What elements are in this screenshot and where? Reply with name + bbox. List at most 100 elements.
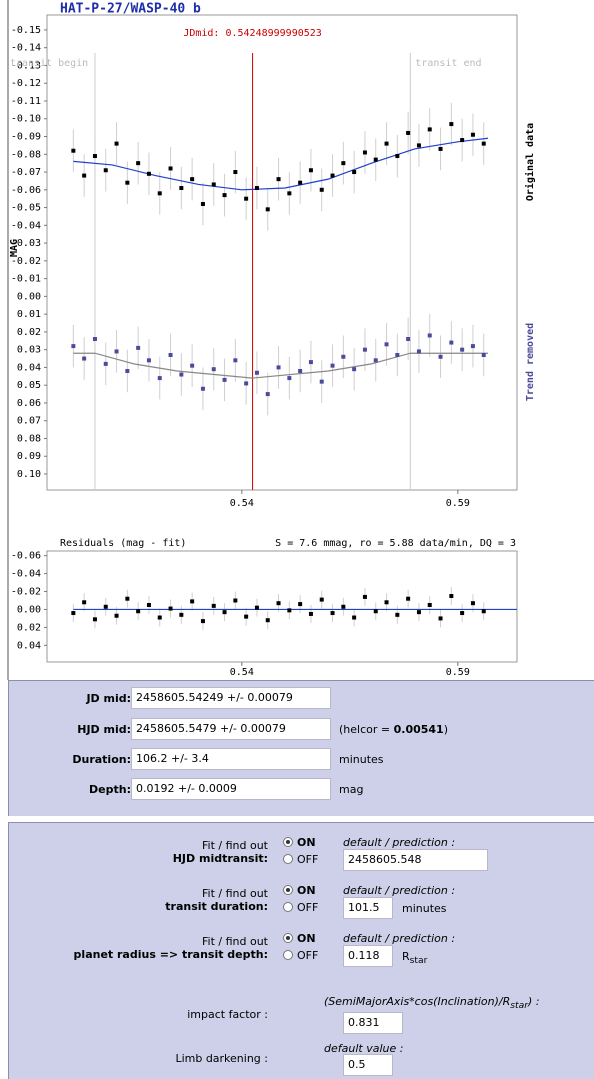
y-tick-label: 0.03 xyxy=(17,345,41,356)
impact-label: impact factor : xyxy=(187,1008,268,1021)
data-point xyxy=(200,386,205,391)
y-axis-label: MAG xyxy=(9,239,20,257)
data-point xyxy=(319,597,324,602)
data-point xyxy=(438,616,443,621)
impact-hint-end: ) : xyxy=(528,995,540,1008)
radio-off[interactable] xyxy=(283,902,293,912)
data-point xyxy=(157,376,162,381)
data-point xyxy=(222,193,227,198)
impact-field[interactable]: 0.831 xyxy=(343,1012,403,1034)
result-label: Depth: xyxy=(89,783,131,796)
data-point xyxy=(157,191,162,196)
marker-label: JDmid: 0.54248999990523 xyxy=(183,28,321,39)
data-point xyxy=(125,368,130,373)
data-point xyxy=(103,361,108,366)
data-point xyxy=(470,344,475,349)
data-point xyxy=(71,148,76,153)
data-point xyxy=(384,342,389,347)
data-point xyxy=(114,613,119,618)
result-unit: mag xyxy=(339,783,364,796)
data-point xyxy=(146,358,151,363)
fit-parameters-panel: impact factor : (SemiMajorAxis*cos(Incli… xyxy=(8,822,594,1079)
data-point xyxy=(427,127,432,132)
radio-on-label: ON xyxy=(297,932,316,945)
data-point xyxy=(308,168,313,173)
data-point xyxy=(341,161,346,166)
result-field[interactable]: 2458605.54249 +/- 0.00079 xyxy=(131,687,331,709)
data-point xyxy=(298,368,303,373)
radio-off[interactable] xyxy=(283,950,293,960)
y-tick-label: -0.14 xyxy=(11,43,41,54)
data-point xyxy=(168,166,173,171)
helcor-text: (helcor = xyxy=(339,723,394,736)
data-point xyxy=(416,143,421,148)
param-field[interactable]: 0.118 xyxy=(343,945,393,967)
result-field[interactable]: 2458605.5479 +/- 0.00079 xyxy=(131,718,331,740)
data-point xyxy=(222,377,227,382)
x-tick-label: 0.54 xyxy=(230,498,254,509)
y-tick-label: 0.02 xyxy=(17,327,41,338)
x-tick-label: 0.59 xyxy=(446,667,470,678)
y-tick-label: 0.10 xyxy=(17,469,41,480)
radio-off-label: OFF xyxy=(297,949,319,962)
data-point xyxy=(427,333,432,338)
series-label: Original data xyxy=(524,123,536,201)
param-unit-sub: star xyxy=(409,955,428,967)
data-point xyxy=(384,141,389,146)
data-point xyxy=(146,602,151,607)
data-point xyxy=(406,596,411,601)
data-point xyxy=(341,604,346,609)
fit-caption: Fit / find out xyxy=(202,887,268,900)
data-point xyxy=(362,594,367,599)
result-field[interactable]: 0.0192 +/- 0.0009 xyxy=(131,778,331,800)
data-point xyxy=(244,381,249,386)
data-point xyxy=(460,347,465,352)
impact-hint-text: (SemiMajorAxis*cos(Inclination)/R xyxy=(324,995,511,1008)
limb-field[interactable]: 0.5 xyxy=(343,1054,393,1076)
data-point xyxy=(157,615,162,620)
residuals-stats: S = 7.6 mmag, ro = 5.88 data/min, DQ = 3 xyxy=(275,538,516,549)
param-name: HJD midtransit: xyxy=(172,852,268,865)
data-point xyxy=(254,605,259,610)
data-point xyxy=(254,370,259,375)
y-tick-label: -0.05 xyxy=(11,203,41,214)
radio-on[interactable] xyxy=(283,837,293,847)
data-point xyxy=(330,173,335,178)
data-point xyxy=(298,180,303,185)
x-tick-label: 0.54 xyxy=(230,667,254,678)
data-point xyxy=(136,345,141,350)
data-point xyxy=(395,154,400,159)
data-point xyxy=(200,202,205,207)
data-point xyxy=(416,349,421,354)
data-point xyxy=(233,598,238,603)
data-point xyxy=(470,601,475,606)
data-point xyxy=(373,157,378,162)
data-point xyxy=(481,141,486,146)
data-point xyxy=(265,207,270,212)
y-tick-label: 0.08 xyxy=(17,433,41,444)
radio-on-label: ON xyxy=(297,836,316,849)
y-tick-label: -0.06 xyxy=(11,185,41,196)
radio-on[interactable] xyxy=(283,933,293,943)
data-point xyxy=(287,376,292,381)
data-point xyxy=(211,367,216,372)
data-point xyxy=(125,180,130,185)
data-point xyxy=(200,619,205,624)
data-point xyxy=(449,594,454,599)
y-tick-label: -0.10 xyxy=(11,114,41,125)
helcor-note: (helcor = 0.00541) xyxy=(339,723,448,736)
radio-off[interactable] xyxy=(283,854,293,864)
data-point xyxy=(265,618,270,623)
data-point xyxy=(179,186,184,191)
x-tick-label: 0.59 xyxy=(446,498,470,509)
param-field[interactable]: 2458605.548 xyxy=(343,849,488,871)
y-tick-label: -0.13 xyxy=(11,60,41,71)
plot-frame xyxy=(46,550,518,663)
data-point xyxy=(308,611,313,616)
y-tick-label: -0.02 xyxy=(11,256,41,267)
result-field[interactable]: 106.2 +/- 3.4 xyxy=(131,748,331,770)
radio-on[interactable] xyxy=(283,885,293,895)
y-tick-label: -0.01 xyxy=(11,274,41,285)
param-field[interactable]: 101.5 xyxy=(343,897,393,919)
